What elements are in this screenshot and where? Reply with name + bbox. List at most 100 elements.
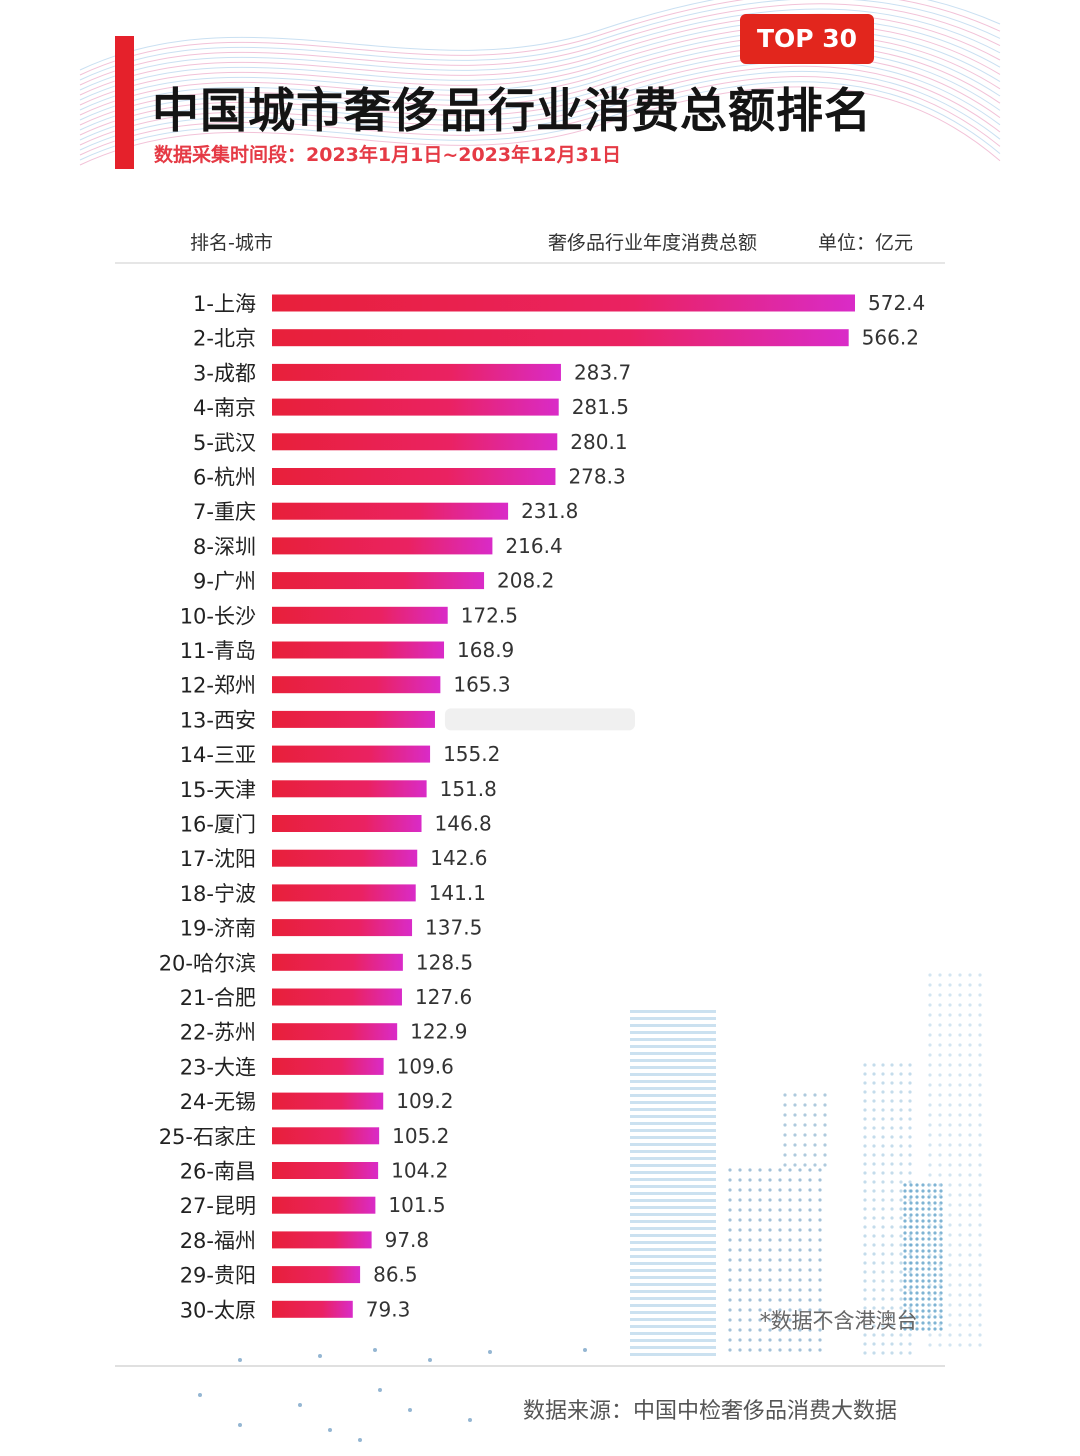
value-label: 137.5: [425, 916, 482, 940]
bar: [272, 710, 435, 728]
value-label: 168.9: [457, 638, 514, 662]
value-label: 151.8: [440, 777, 497, 801]
bar: [272, 1196, 376, 1214]
bar: [272, 329, 849, 347]
bar: [272, 919, 413, 937]
value-label: 127.6: [415, 985, 472, 1009]
value-label: 97.8: [385, 1228, 430, 1252]
category-label: 9-广州: [193, 570, 256, 594]
wave-lines: [79, 0, 1001, 166]
category-label: 20-哈尔滨: [159, 951, 256, 975]
category-label: 4-南京: [193, 396, 256, 420]
column-header-value: 奢侈品行业年度消费总额: [548, 232, 758, 254]
bar: [272, 780, 427, 798]
bar: [272, 884, 416, 902]
value-label: 572.4: [868, 291, 925, 315]
value-label: 172.5: [461, 603, 518, 627]
value-label: 109.2: [396, 1089, 453, 1113]
value-label: 281.5: [572, 395, 629, 419]
bar: [272, 1162, 379, 1179]
category-label: 18-宁波: [180, 882, 256, 906]
category-label: 14-三亚: [180, 743, 256, 767]
bar: [272, 815, 422, 832]
bar: [272, 745, 431, 763]
bar: [272, 1231, 372, 1249]
bar: [272, 537, 493, 555]
value-label: 278.3: [568, 465, 625, 489]
blurred-label-patch: [444, 708, 635, 731]
value-label: 283.7: [574, 360, 631, 384]
bar: [272, 502, 509, 520]
category-label: 12-郑州: [180, 674, 256, 698]
category-label: 15-天津: [180, 778, 256, 802]
bar: [272, 398, 559, 416]
category-label: 10-长沙: [180, 604, 256, 628]
category-label: 22-苏州: [180, 1021, 256, 1045]
category-label: 19-济南: [180, 917, 256, 941]
bar: [272, 1127, 380, 1145]
category-label: 17-沈阳: [180, 847, 256, 871]
category-label: 3-成都: [193, 361, 256, 385]
category-label: 26-南昌: [180, 1160, 256, 1184]
category-label: 27-昆明: [180, 1194, 256, 1218]
category-label: 30-太原: [180, 1298, 256, 1322]
data-period: 数据采集时间段：2023年1月1日~2023年12月31日: [154, 144, 622, 166]
value-label: 79.3: [366, 1297, 411, 1321]
header-divider: [115, 262, 945, 264]
bar: [272, 1023, 398, 1041]
value-label: 105.2: [392, 1124, 449, 1148]
bar: [272, 641, 445, 659]
category-label: 8-深圳: [193, 535, 256, 559]
value-label: 146.8: [435, 812, 492, 836]
value-label: 208.2: [497, 569, 554, 593]
value-label: 141.1: [429, 881, 486, 905]
value-label: 280.1: [570, 430, 627, 454]
value-label: 122.9: [410, 1020, 467, 1044]
footnote: *数据不含港澳台: [760, 1309, 918, 1333]
category-label: 16-厦门: [180, 813, 256, 837]
bar: [272, 676, 441, 694]
category-label: 1-上海: [193, 292, 256, 316]
category-label: 24-无锡: [180, 1090, 256, 1114]
bar: [272, 468, 556, 485]
bar: [272, 294, 855, 312]
column-header-rank-city: 排名-城市: [190, 232, 273, 254]
footer-divider: [115, 1365, 945, 1367]
bar: [272, 988, 402, 1006]
unit-label: 单位：亿元: [818, 232, 914, 254]
bar: [272, 1266, 361, 1284]
category-label: 29-贵阳: [180, 1264, 256, 1288]
title-accent-bar: [115, 36, 134, 169]
category-label: 23-大连: [180, 1055, 256, 1079]
category-label: 5-武汉: [193, 431, 256, 455]
category-label: 6-杭州: [193, 466, 256, 490]
category-label: 11-青岛: [180, 639, 256, 663]
building-dot-pattern: [630, 973, 982, 1356]
bar: [272, 1057, 384, 1075]
category-label: 28-福州: [180, 1229, 256, 1253]
bar: [272, 953, 403, 971]
value-label: 104.2: [391, 1159, 448, 1183]
value-label: 155.2: [443, 742, 500, 766]
category-label: 7-重庆: [193, 500, 256, 524]
value-label: 165.3: [453, 673, 510, 697]
value-label: 231.8: [521, 499, 578, 523]
bar: [272, 572, 485, 590]
category-label: 2-北京: [193, 327, 256, 351]
bar: [272, 1300, 353, 1318]
chart-title: 中国城市奢侈品行业消费总额排名: [152, 84, 872, 139]
bar: [272, 363, 561, 381]
bar: [272, 1092, 384, 1110]
category-label: 21-合肥: [180, 986, 256, 1010]
value-label: 216.4: [505, 534, 562, 558]
top30-badge: TOP 30: [740, 14, 874, 64]
category-label: 25-石家庄: [159, 1125, 256, 1149]
value-label: 128.5: [416, 950, 473, 974]
value-label: 566.2: [862, 326, 919, 350]
data-source: 数据来源：中国中检奢侈品消费大数据: [523, 1399, 898, 1424]
bar: [272, 606, 448, 624]
scattered-dots: [198, 1348, 587, 1442]
value-label: 86.5: [373, 1263, 418, 1287]
